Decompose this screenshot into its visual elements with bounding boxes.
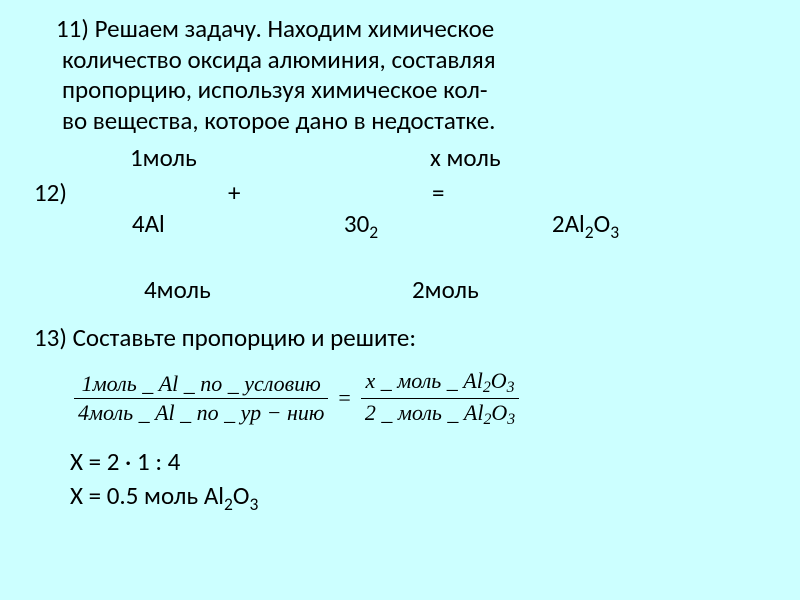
equation-block: 1моль х моль 12) 4Al + 302 = 2Al2O3 4мол… (34, 142, 766, 305)
plus-sign: + (228, 177, 310, 208)
p11-line-2: количество оксида алюминия, составляя (62, 45, 766, 76)
mole-top-right: х моль (430, 142, 501, 173)
eq-sub-al2: 2 (585, 221, 594, 243)
fraction-right: х _ моль _ Al2O3 2 _ моль _ Al2O3 (361, 368, 519, 429)
eq-term-4al: 4Al (98, 177, 228, 270)
frac-r-num-s1: 2 (483, 378, 491, 395)
proportion-equation: 1моль _ Al _ по _ условию 4моль _ Al _ п… (74, 368, 766, 429)
frac-r-num-s2: 3 (507, 378, 515, 395)
answer-block: Х = 2 · 1 : 4 Х = 0.5 моль Al2O3 (70, 445, 766, 513)
frac-right-num: х _ моль _ Al2O3 (361, 368, 518, 397)
ans-l2-s2: 3 (249, 493, 258, 515)
mole-bot-right: 2моль (412, 274, 479, 305)
frac-left-num: 1моль _ Al _ по _ условию (78, 371, 325, 396)
mole-bot-left: 4моль (144, 274, 412, 305)
paragraph-11: 11) Решаем задачу. Находим химическое ко… (34, 14, 766, 136)
eq-term-2al2o3: 2Al2O3 (518, 177, 619, 270)
eq-term-3o2: 302 (310, 177, 432, 270)
eq-sub-o3: 3 (610, 221, 619, 243)
eq-coef-30: 30 (344, 208, 369, 239)
frac-left-den: 4моль _ Al _ по _ ур − нию (74, 400, 328, 425)
ans-l2-a: Х = 0.5 моль Al (70, 480, 224, 511)
frac-r-num-b: O (491, 368, 507, 393)
answer-line-2: Х = 0.5 моль Al2O3 (70, 479, 766, 513)
ans-l2-b: O (233, 480, 250, 511)
fraction-bar-right (361, 398, 519, 399)
eq-sym-o: O (594, 208, 611, 239)
eq-coef-4: 4 (132, 208, 145, 239)
frac-right-den: 2 _ моль _ Al2O3 (361, 400, 519, 429)
proportion-equals: = (328, 385, 360, 411)
frac-r-num-a: х _ моль _ Al (365, 368, 482, 393)
p11-line-3: пропорцию, используя химическое кол- (62, 75, 766, 106)
mole-top-left: 1моль (130, 142, 430, 173)
eq-sub-2: 2 (369, 221, 378, 243)
p11-line-1: 11) Решаем задачу. Находим химическое (56, 14, 766, 45)
fraction-bar-left (74, 398, 328, 399)
mole-row-bottom: 4моль 2моль (144, 274, 766, 305)
eq-sym-al: Al (145, 208, 165, 239)
frac-r-den-b: O (491, 400, 507, 425)
eq-coef-2: 2 (552, 208, 565, 239)
equals-sign: = (432, 177, 518, 208)
ans-l2-s1: 2 (224, 493, 233, 515)
eq-number-12: 12) (34, 177, 98, 208)
answer-line-1: Х = 2 · 1 : 4 (70, 445, 766, 479)
fraction-left: 1моль _ Al _ по _ условию 4моль _ Al _ п… (74, 371, 328, 425)
p11-line-4: во вещества, которое дано в недостатке. (62, 106, 766, 137)
mole-row-top: 1моль х моль (130, 142, 766, 173)
frac-r-den-a: 2 _ моль _ Al (365, 400, 484, 425)
eq-sym-al-r: Al (565, 208, 585, 239)
frac-r-den-s2: 3 (507, 411, 515, 428)
paragraph-13: 13) Составьте пропорцию и решите: (34, 323, 766, 354)
equation-12: 12) 4Al + 302 = 2Al2O3 (34, 177, 766, 270)
